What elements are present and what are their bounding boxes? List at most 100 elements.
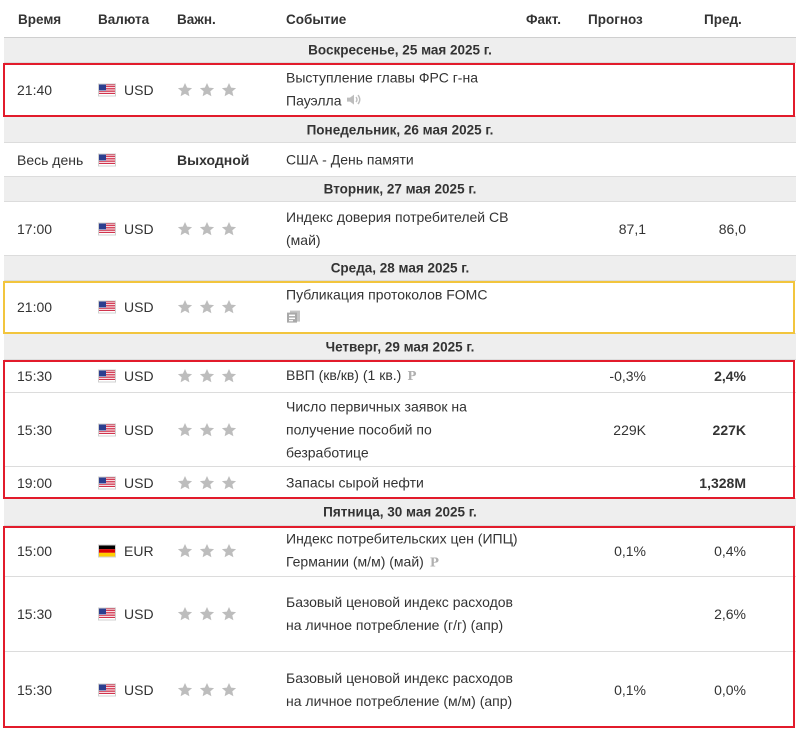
event-title[interactable]: ВВП (кв/кв) (1 кв.) P [286,364,518,388]
star-icon [199,606,215,622]
star-icon [221,543,237,559]
day-label: Вторник, 27 мая 2025 г. [323,181,477,197]
header-previous[interactable]: Пред. [704,12,742,27]
header-event[interactable]: Событие [286,12,347,27]
star-icon [221,368,237,384]
event-previous: 0,0% [714,682,746,698]
star-icon [199,682,215,698]
event-currency: USD [124,299,154,315]
event-currency: USD [124,606,154,622]
event-currency: EUR [124,543,154,559]
table-row[interactable]: 15:30 USD Число первичных заявок на полу… [4,393,796,467]
table-row[interactable]: 15:00 EUR Индекс потребительских цен (ИП… [4,526,796,577]
us-flag-icon [98,683,116,697]
event-title-text[interactable]: Публикация протоколов FOMC [286,286,488,303]
header-currency[interactable]: Валюта [98,12,150,27]
event-currency: USD [124,81,154,98]
star-icon [199,368,215,384]
event-time: Весь день [17,151,84,168]
event-previous: 1,328M [699,474,746,491]
header-forecast[interactable]: Прогноз [588,12,643,27]
de-flag-icon [98,544,116,558]
star-icon [221,221,237,237]
star-icon [177,368,193,384]
event-time: 15:00 [17,543,53,559]
star-icon [177,475,193,491]
event-title[interactable]: Число первичных заявок на получение посо… [286,398,467,460]
event-title[interactable]: Базовый ценовой индекс расходов на лично… [286,670,513,709]
us-flag-icon [98,369,116,383]
us-flag-icon [98,83,116,96]
event-title[interactable]: Запасы сырой нефти [286,474,424,490]
table-row[interactable]: 15:30 USD Базовый ценовой индекс расходо… [4,652,796,728]
event-previous: 0,4% [714,543,746,559]
star-icon [177,682,193,698]
event-time: 15:30 [17,606,53,622]
event-time: 15:30 [17,421,53,438]
us-flag-icon [98,222,116,235]
us-flag-icon [98,300,116,314]
table-row[interactable]: 15:30 USD Базовый ценовой индекс расходо… [4,577,796,652]
day-label: Понедельник, 26 мая 2025 г. [306,122,494,137]
event-title[interactable]: Индекс доверия потребителей CB (май) [286,208,509,248]
event-title-text[interactable]: ВВП (кв/кв) (1 кв.) [286,367,402,384]
us-flag-icon [98,607,116,621]
day-row: Четверг, 29 мая 2025 г. [4,334,796,360]
event-currency: USD [124,368,154,384]
event-previous: 2,6% [714,606,746,622]
star-icon [177,299,193,315]
event-forecast: 0,1% [614,682,646,698]
day-row: Среда, 28 мая 2025 г. [4,256,796,281]
event-title-text[interactable]: Индекс потребительских цен (ИПЦ) Германи… [286,530,518,570]
star-icon [177,221,193,237]
importance-stars [177,221,237,237]
event-previous: 2,4% [714,368,746,384]
event-title[interactable]: США - День памяти [286,151,414,167]
header-importance[interactable]: Важн. [177,12,216,27]
table-row[interactable]: 21:40 USD Выступление главы ФРС г-на Пау… [4,63,796,117]
event-title[interactable]: Индекс потребительских цен (ИПЦ) Германи… [286,528,518,575]
event-title-text[interactable]: Выступление главы ФРС г-на Пауэлла [286,69,478,109]
day-label: Среда, 28 мая 2025 г. [330,260,470,276]
day-label: Пятница, 30 мая 2025 г. [323,504,477,520]
table-row[interactable]: 17:00 USD Индекс доверия потребителей CB… [4,202,796,256]
star-icon [177,82,193,98]
event-currency: USD [124,220,154,237]
header-actual[interactable]: Факт. [526,12,561,27]
day-label: Воскресенье, 25 мая 2025 г. [308,42,492,58]
day-row: Понедельник, 26 мая 2025 г. [4,117,796,143]
us-flag-icon [98,423,116,436]
event-time: 15:30 [17,682,53,698]
event-forecast: 229K [613,421,646,438]
day-row: Вторник, 27 мая 2025 г. [4,177,796,202]
preliminary-icon: P [429,555,439,570]
star-icon [199,299,215,315]
table-row[interactable]: Весь день Выходной США - День памяти [4,143,796,177]
table-row[interactable]: 21:00 USD Публикация протоколов FOMC [4,281,796,334]
star-icon [221,475,237,491]
importance-stars [177,299,237,315]
star-icon [221,299,237,315]
event-forecast: 87,1 [618,220,646,237]
event-previous: 227K [712,421,746,438]
event-title[interactable]: Выступление главы ФРС г-на Пауэлла [286,66,518,113]
star-icon [177,422,193,438]
star-icon [199,422,215,438]
event-title[interactable]: Публикация протоколов FOMC [286,284,518,331]
importance-stars [177,682,237,698]
event-forecast: -0,3% [609,368,646,384]
importance-stars [177,543,237,559]
header-time[interactable]: Время [18,12,62,27]
table-row[interactable]: 15:30 USD ВВП (кв/кв) (1 кв.) P -0,3% 2,4… [4,360,796,393]
day-row: Пятница, 30 мая 2025 г. [4,499,796,526]
event-currency: USD [124,682,154,698]
event-currency: USD [124,421,154,438]
star-icon [199,543,215,559]
speaker-icon [346,90,361,113]
table-row[interactable]: 19:00 USD Запасы сырой нефти 1,328M [4,467,796,499]
event-title[interactable]: Базовый ценовой индекс расходов на лично… [286,594,513,633]
event-forecast: 0,1% [614,543,646,559]
us-flag-icon [98,153,116,166]
event-time: 21:00 [17,299,53,315]
